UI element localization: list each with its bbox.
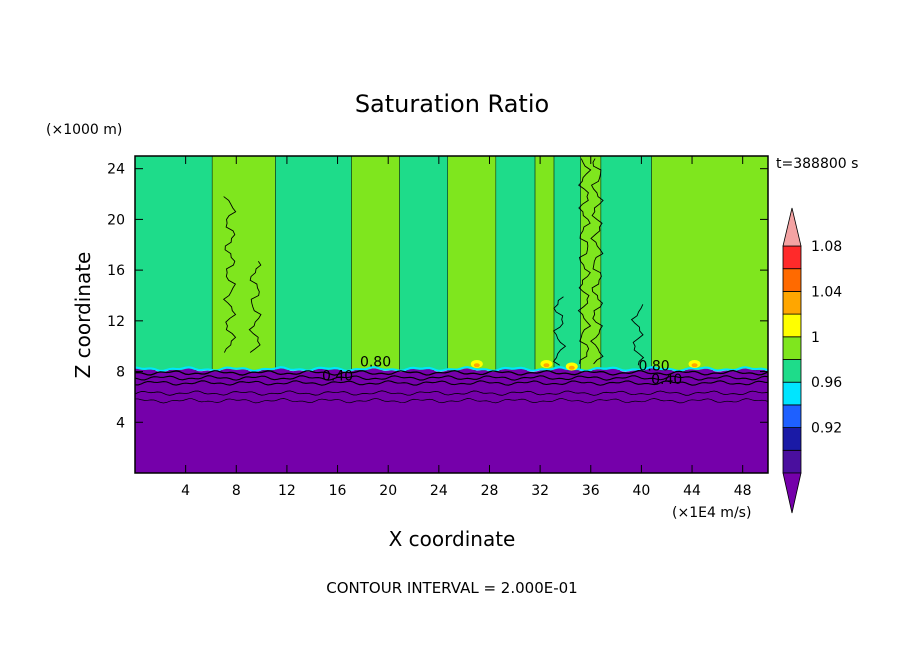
time-label: t=388800 s <box>776 156 858 172</box>
contour-line <box>630 304 645 366</box>
colorbar-label: 1 <box>811 330 820 346</box>
plot-frame <box>134 155 769 474</box>
contour-line <box>134 380 769 386</box>
contour-line <box>552 296 567 366</box>
moist-edge <box>134 366 769 372</box>
plot-area <box>134 155 769 473</box>
x-units-label: (×1E4 m/s) <box>672 505 751 521</box>
supersaturation-core <box>543 363 550 368</box>
colorbar-swatch <box>782 404 802 428</box>
colorbar: 0.92 0.96 1 1.04 1.08 <box>782 207 842 514</box>
contour-line <box>134 369 769 376</box>
saturation-band <box>447 155 497 371</box>
saturation-band <box>211 155 276 371</box>
colorbar-under-arrow <box>782 472 802 514</box>
x-tick-label: 16 <box>329 483 347 499</box>
saturation-band <box>134 155 213 371</box>
x-tick-label: 44 <box>683 483 701 499</box>
colorbar-swatch <box>782 245 802 270</box>
saturation-band <box>651 155 769 371</box>
contour-label: 0.40 <box>651 372 682 388</box>
colorbar-label: 1.08 <box>811 239 842 255</box>
contour-line <box>134 375 769 381</box>
dry-region <box>135 368 768 473</box>
contour-labels: 0.800.400.800.40 <box>322 354 682 388</box>
colorbar-label: 1.04 <box>811 284 842 300</box>
contour-line <box>222 196 237 353</box>
x-tick-label: 48 <box>734 483 752 499</box>
supersaturation-core <box>568 365 575 370</box>
colorbar-swatch <box>782 268 802 292</box>
colorbar-label: 0.96 <box>811 375 842 391</box>
contour-interval-note: CONTOUR INTERVAL = 2.000E-01 <box>326 579 577 597</box>
x-tick-label: 32 <box>531 483 549 499</box>
x-tick-label: 20 <box>379 483 397 499</box>
x-tick-label: 24 <box>430 483 448 499</box>
contour-line <box>134 390 769 396</box>
x-tick-label: 40 <box>632 483 650 499</box>
contour-lines <box>134 158 769 404</box>
saturation-band <box>534 155 555 371</box>
x-tick-label: 4 <box>181 483 190 499</box>
y-tick-label: 16 <box>107 263 125 279</box>
y-tick-label: 12 <box>107 314 125 330</box>
saturation-band <box>600 155 652 371</box>
y-tick-label: 8 <box>116 365 125 381</box>
x-tick-label: 12 <box>278 483 296 499</box>
saturation-band <box>275 155 352 371</box>
x-tick-label: 8 <box>232 483 241 499</box>
contour-label: 0.40 <box>322 368 353 384</box>
saturation-band <box>351 155 400 371</box>
y-axis: 4 8 12 16 20 24 <box>107 162 768 431</box>
y-tick-label: 24 <box>107 162 125 178</box>
saturation-band <box>495 155 536 371</box>
contour-line <box>248 260 262 353</box>
saturation-band <box>399 155 449 371</box>
x-axis-label: X coordinate <box>389 527 516 551</box>
y-units-label: (×1000 m) <box>46 122 122 138</box>
colorbar-swatch <box>782 336 802 360</box>
contour-line <box>577 158 592 365</box>
colorbar-swatch <box>782 359 802 383</box>
colorbar-over-arrow <box>782 207 802 247</box>
saturation-band <box>553 155 581 371</box>
colorbar-swatch <box>782 290 802 315</box>
colorbar-swatch <box>782 449 802 474</box>
y-tick-label: 4 <box>116 415 125 431</box>
x-tick-label: 36 <box>582 483 600 499</box>
contour-line <box>590 158 604 365</box>
y-tick-label: 20 <box>107 212 125 228</box>
contour-label: 0.80 <box>638 358 669 374</box>
contour-label: 0.80 <box>360 354 391 370</box>
colorbar-swatch <box>782 427 802 451</box>
y-axis-label: Z coordinate <box>71 252 95 379</box>
supersaturation-core <box>473 363 480 368</box>
colorbar-swatch <box>782 313 802 338</box>
contour-line <box>134 398 769 404</box>
colorbar-label: 0.92 <box>811 421 842 437</box>
x-tick-label: 28 <box>481 483 499 499</box>
supersaturation-core <box>691 363 698 368</box>
colorbar-swatch <box>782 381 802 406</box>
x-axis: 4 8 12 16 20 24 28 32 36 40 44 48 <box>181 156 752 499</box>
chart-title: Saturation Ratio <box>355 90 549 118</box>
